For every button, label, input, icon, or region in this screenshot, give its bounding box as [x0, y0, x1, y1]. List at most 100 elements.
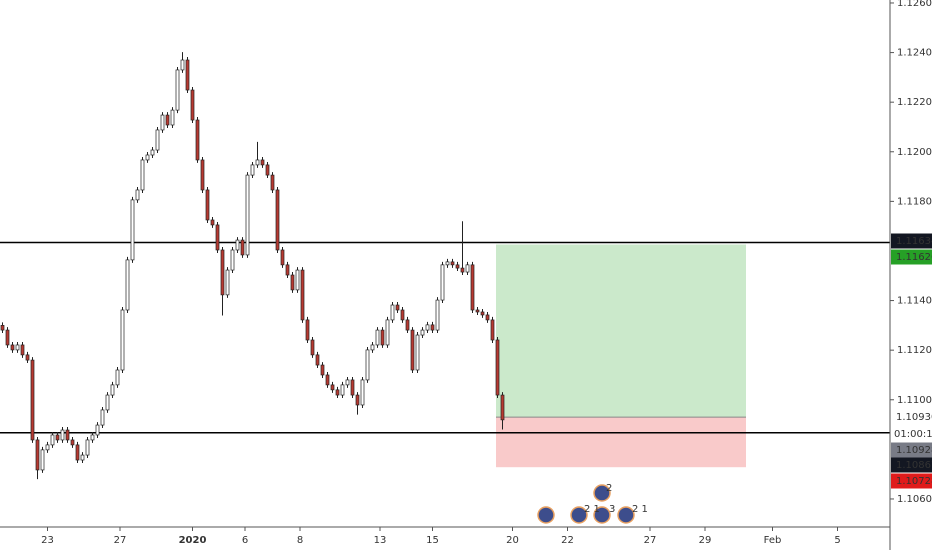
candle-body: [185, 59, 190, 91]
price-label-box: [891, 473, 932, 489]
candle: [290, 272, 295, 293]
candle-body: [115, 369, 120, 386]
candle-body: [315, 354, 320, 366]
candle-body: [400, 309, 405, 321]
candle-body: [35, 439, 40, 471]
candle-body: [45, 444, 50, 451]
candle: [190, 87, 195, 124]
candle: [390, 302, 395, 323]
candle: [20, 341, 25, 358]
x-tick-label: 15: [426, 535, 439, 546]
candle-body: [345, 379, 350, 386]
candle-body: [5, 329, 10, 346]
event-icon: [617, 506, 635, 524]
candle-body: [415, 334, 420, 371]
y-tick-label: 1.12400: [897, 48, 932, 59]
candle: [235, 237, 240, 253]
candle-body: [255, 159, 260, 166]
candle: [285, 261, 290, 278]
event-icon: [593, 484, 611, 502]
candle-body: [430, 324, 435, 331]
candle-body: [30, 359, 35, 441]
candle-body: [500, 394, 505, 421]
candle: [80, 452, 85, 464]
price-label-box: [891, 233, 932, 249]
candle-body: [355, 394, 360, 406]
candle: [250, 161, 255, 179]
candle-body: [100, 409, 105, 426]
candle: [180, 52, 185, 73]
x-tick-label: 6: [242, 535, 248, 546]
candle: [45, 441, 50, 453]
candle: [460, 221, 465, 276]
candle: [65, 427, 70, 443]
candle-body: [50, 434, 55, 446]
candle: [480, 308, 485, 318]
candle: [445, 258, 450, 268]
candle-body: [10, 344, 15, 351]
candle-body: [360, 379, 365, 406]
candle-body: [465, 264, 470, 273]
x-tick-label: 27: [644, 535, 657, 546]
candle: [220, 247, 225, 316]
candle-body: [85, 439, 90, 456]
candle-body: [175, 69, 180, 111]
candle: [395, 302, 400, 313]
candle-body: [480, 311, 485, 316]
y-tick-label: 1.11200: [897, 345, 932, 356]
y-tick-label: 1.11800: [897, 196, 932, 207]
candle-body: [495, 339, 500, 396]
candle-body: [250, 164, 255, 176]
candle-body: [60, 429, 65, 441]
candle: [410, 327, 415, 373]
price-label-box: [891, 457, 932, 473]
x-tick-label: Feb: [764, 535, 782, 546]
candle: [350, 376, 355, 399]
y-tick-label: 1.12600: [897, 0, 932, 9]
candle-body: [460, 267, 465, 273]
candle-body: [375, 329, 380, 346]
candle: [60, 427, 65, 443]
candle: [430, 321, 435, 334]
candle: [55, 432, 60, 443]
candle-body: [160, 114, 165, 131]
x-tick-label: 29: [699, 535, 712, 546]
y-tick-label: 1.12200: [897, 97, 932, 108]
candle: [325, 371, 330, 388]
candle-body: [350, 379, 355, 396]
candle: [470, 261, 475, 313]
candle-body: [300, 269, 305, 321]
price-label: 1.10728: [896, 476, 932, 487]
candle-body: [380, 329, 385, 346]
candle: [440, 261, 445, 304]
x-tick-label: 13: [374, 535, 387, 546]
candle-body: [80, 454, 85, 461]
candle: [130, 196, 135, 263]
candle: [310, 337, 315, 358]
candle-body: [305, 319, 310, 341]
candle: [185, 57, 190, 93]
candle: [380, 327, 385, 348]
event-icon: [593, 506, 611, 524]
candle: [35, 436, 40, 480]
x-tick-label: 20: [506, 535, 519, 546]
candle-body: [385, 319, 390, 346]
candle: [165, 112, 170, 128]
candle-body: [90, 434, 95, 441]
candle: [485, 311, 490, 323]
event-icon: [570, 506, 588, 524]
candle-body: [265, 164, 270, 176]
candle-body: [20, 344, 25, 356]
candle: [90, 432, 95, 443]
x-tick-label: 5: [834, 535, 840, 546]
candle-body: [435, 299, 440, 331]
candle: [225, 267, 230, 298]
candle: [330, 381, 335, 393]
price-label: 1.10930: [896, 412, 932, 423]
candle-body: [445, 261, 450, 266]
candle-body: [420, 329, 425, 336]
candle-body: [245, 174, 250, 256]
candle: [375, 327, 380, 348]
candle-body: [25, 354, 30, 361]
candle: [295, 267, 300, 293]
